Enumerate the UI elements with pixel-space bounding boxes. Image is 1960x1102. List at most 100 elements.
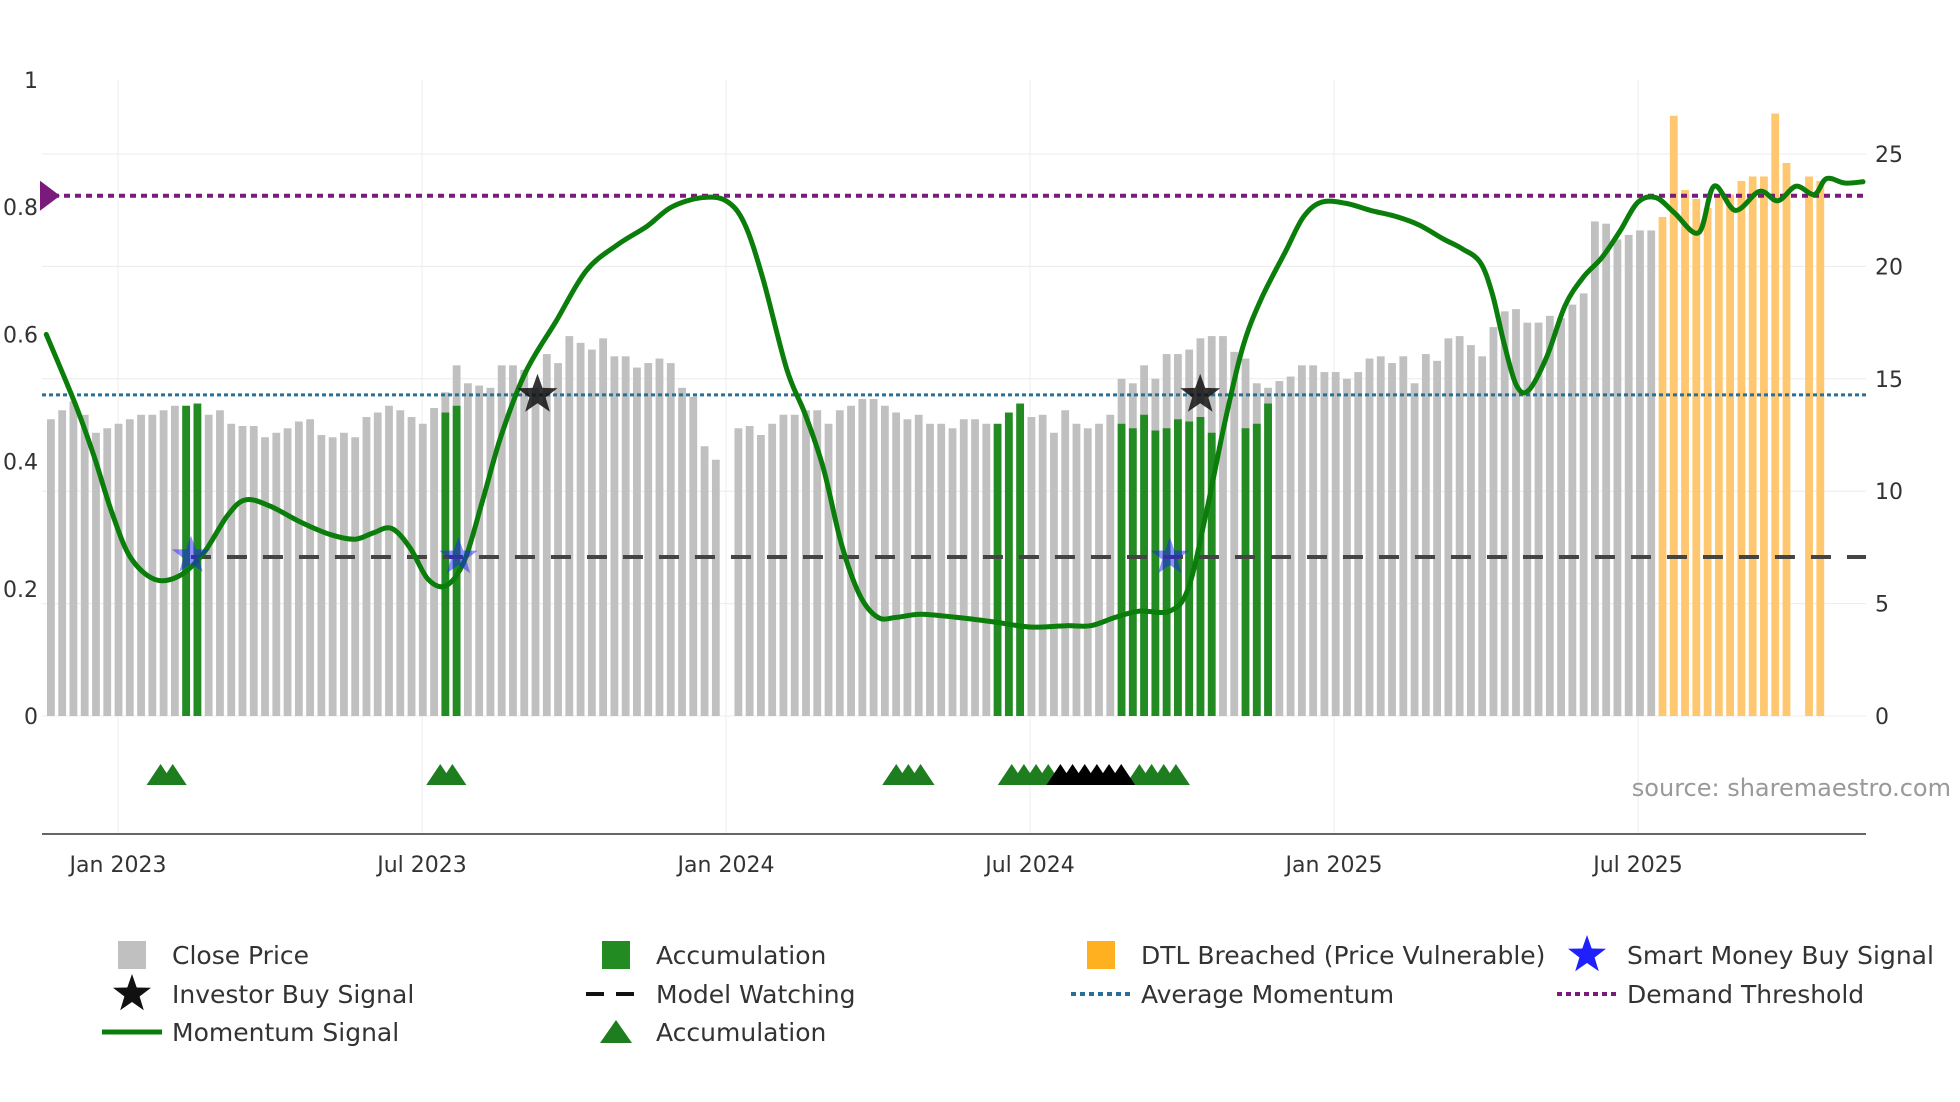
- close-price-bar: [666, 363, 675, 716]
- accumulation-bar: [1004, 412, 1013, 716]
- close-price-bar: [948, 428, 957, 716]
- right-tick-label: 5: [1875, 593, 1889, 618]
- close-price-bar: [1297, 365, 1306, 716]
- close-price-bar: [655, 358, 664, 716]
- close-price-bar: [1061, 410, 1070, 716]
- close-price-bar: [1286, 376, 1295, 716]
- close-price-bar: [1613, 239, 1622, 716]
- close-price-bar: [711, 459, 720, 716]
- dtl-bar: [1782, 162, 1791, 716]
- close-price-bar: [700, 446, 709, 716]
- left-tick-label: 0.2: [3, 578, 38, 603]
- close-price-bar: [103, 428, 112, 716]
- left-tick-label: 0.4: [3, 451, 38, 476]
- legend-star-icon: [113, 974, 151, 1011]
- right-tick-label: 10: [1875, 480, 1903, 505]
- close-price-bar: [407, 417, 416, 716]
- dtl-bar: [1692, 198, 1701, 716]
- close-price-bar: [1590, 221, 1599, 716]
- close-price-bar: [835, 410, 844, 716]
- close-price-bar: [1410, 383, 1419, 716]
- close-price-bar: [531, 387, 540, 716]
- dtl-bar: [1681, 189, 1689, 716]
- legend-label: Investor Buy Signal: [172, 980, 414, 1009]
- x-tick-label: Jul 2023: [375, 853, 467, 878]
- close-price-bar: [261, 437, 269, 716]
- close-price-bar: [813, 410, 822, 716]
- close-price-bar: [734, 428, 743, 716]
- accumulation-triangle: [438, 764, 467, 785]
- close-price-bar: [644, 363, 653, 716]
- x-tick-label: Jan 2024: [676, 853, 775, 878]
- legend-item: Smart Money Buy Signal: [1568, 935, 1934, 972]
- close-price-bar: [1320, 372, 1329, 716]
- close-price-bar: [340, 432, 348, 716]
- legend-item: Investor Buy Signal: [113, 974, 414, 1011]
- close-price-bar: [802, 410, 810, 716]
- legend-swatch: [602, 941, 630, 969]
- close-price-bar: [1365, 358, 1374, 716]
- dtl-bar: [1658, 216, 1667, 716]
- close-price-bar: [937, 423, 946, 716]
- close-price-bar: [1455, 336, 1464, 716]
- close-price-bar: [745, 426, 754, 716]
- axes: Jan 2023 Jul 2023 Jan 2024 Jul 2024 Jan 2025…: [3, 69, 1903, 878]
- legend-label: Average Momentum: [1141, 980, 1394, 1009]
- close-price-bar: [847, 405, 855, 716]
- legend-item: DTL Breached (Price Vulnerable): [1087, 941, 1545, 970]
- close-price-bar: [1376, 356, 1385, 716]
- demand-threshold-marker: [40, 180, 60, 211]
- accumulation-bar: [1252, 423, 1261, 716]
- close-price-bar: [858, 399, 867, 716]
- close-price-bar: [1636, 230, 1644, 716]
- close-price-bar: [148, 414, 157, 716]
- close-price-bar: [1038, 414, 1047, 716]
- legend-swatch: [118, 941, 146, 969]
- close-price-bar: [1647, 230, 1656, 716]
- markers: [146, 373, 1221, 785]
- close-price-bar: [689, 396, 698, 716]
- close-price-bar: [892, 412, 901, 716]
- legend-label: Demand Threshold: [1627, 980, 1864, 1009]
- source-label: source: sharemaestro.com: [1632, 774, 1951, 802]
- legend-triangle-icon: [600, 1020, 632, 1043]
- close-price-bar: [903, 419, 912, 716]
- close-price-bar: [1557, 318, 1565, 716]
- close-price-bar: [576, 342, 585, 716]
- close-price-bar: [475, 385, 484, 716]
- close-price-bar: [565, 336, 574, 716]
- close-price-bar: [1444, 338, 1453, 716]
- close-price-bar: [1399, 356, 1408, 716]
- close-price-bar: [824, 423, 833, 716]
- close-price-bar: [1095, 423, 1103, 716]
- close-price-bar: [283, 428, 292, 716]
- right-tick-label: 25: [1875, 143, 1903, 168]
- close-price-bar: [914, 414, 923, 716]
- close-price-bar: [137, 414, 145, 716]
- close-price-bar: [554, 363, 562, 716]
- accumulation-bar: [1151, 430, 1160, 716]
- close-price-bar: [1072, 423, 1081, 716]
- close-price-bar: [227, 423, 236, 716]
- close-price-bar: [351, 437, 360, 716]
- accumulation-bar: [1128, 428, 1137, 716]
- close-price-bar: [430, 408, 438, 716]
- close-price-bar: [396, 410, 405, 716]
- close-price-bar: [779, 414, 788, 716]
- close-price-bar: [1050, 432, 1058, 716]
- close-price-bar: [633, 367, 641, 716]
- x-tick-label: Jan 2025: [1284, 853, 1383, 878]
- accumulation-bar: [1264, 403, 1272, 716]
- close-price-bar: [1512, 309, 1520, 716]
- close-price-bar: [272, 432, 281, 716]
- dtl-bar: [1771, 113, 1780, 716]
- legend-swatch: [1087, 941, 1115, 969]
- close-price-bar: [869, 399, 878, 716]
- bars: [47, 113, 1825, 717]
- close-price-bar: [1534, 322, 1543, 716]
- close-price-bar: [58, 410, 67, 716]
- legend-label: Accumulation: [656, 941, 826, 970]
- smart-money-star: [1150, 537, 1189, 574]
- close-price-bar: [170, 405, 179, 716]
